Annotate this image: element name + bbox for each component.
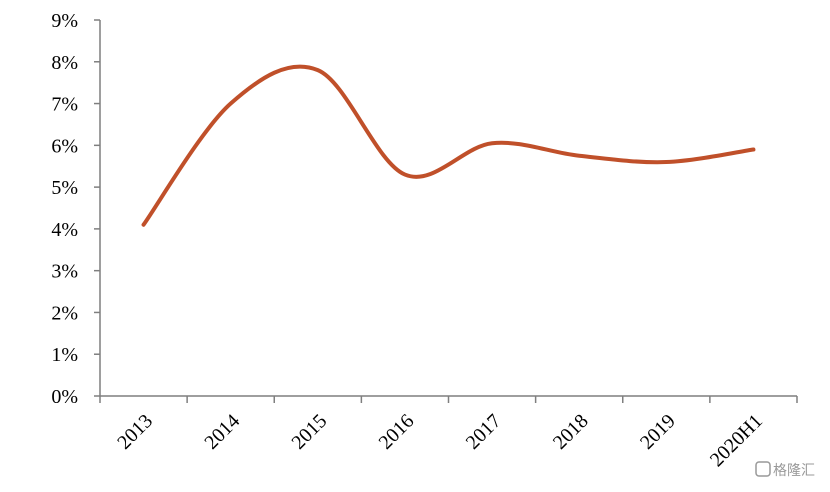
- x-tick-label: 2016: [375, 410, 419, 454]
- x-tick-label: 2014: [200, 410, 244, 454]
- x-tick-label: 2019: [636, 410, 680, 454]
- x-tick-label: 2017: [462, 410, 506, 454]
- y-tick-label: 7%: [51, 94, 78, 116]
- x-tick-label: 2018: [549, 410, 593, 454]
- y-tick-label: 1%: [51, 344, 78, 366]
- y-tick-label: 6%: [51, 135, 78, 157]
- watermark: 格隆汇: [755, 461, 815, 479]
- y-tick-label: 8%: [51, 52, 78, 74]
- y-tick-label: 4%: [51, 219, 78, 241]
- y-tick-label: 3%: [51, 261, 78, 283]
- y-tick-label: 9%: [51, 10, 78, 32]
- watermark-icon: [755, 461, 771, 477]
- y-tick-label: 5%: [51, 177, 78, 199]
- x-tick-label: 2013: [113, 410, 157, 454]
- series-line: [141, 64, 756, 227]
- x-tick-label: 2015: [288, 410, 332, 454]
- y-tick-label: 0%: [51, 386, 78, 408]
- watermark-text: 格隆汇: [773, 463, 815, 479]
- y-tick-label: 2%: [51, 302, 78, 324]
